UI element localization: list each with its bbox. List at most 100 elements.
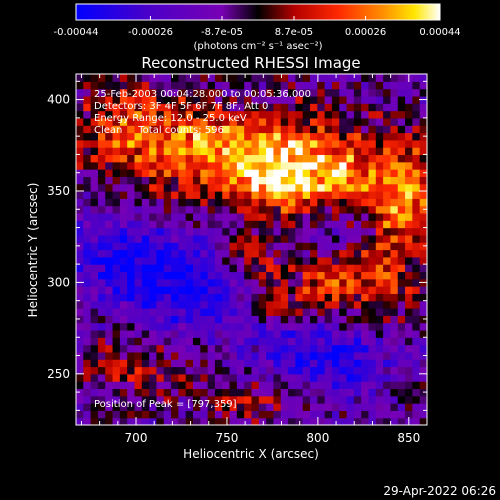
heatmap-cell bbox=[266, 125, 275, 134]
heatmap-cell bbox=[90, 351, 99, 360]
heatmap-cell bbox=[383, 95, 392, 104]
heatmap-cell bbox=[266, 264, 275, 273]
heatmap-cell bbox=[258, 344, 267, 353]
heatmap-cell bbox=[134, 315, 143, 324]
heatmap-cell bbox=[397, 256, 406, 265]
heatmap-cell bbox=[280, 88, 289, 97]
heatmap-cell bbox=[163, 81, 172, 90]
heatmap-cell bbox=[346, 161, 355, 170]
heatmap-cell bbox=[251, 366, 260, 375]
heatmap-cell bbox=[295, 176, 304, 185]
heatmap-cell bbox=[97, 293, 106, 302]
heatmap-cell bbox=[353, 322, 362, 331]
heatmap-cell bbox=[324, 103, 333, 112]
heatmap-cell bbox=[273, 293, 282, 302]
heatmap-cell bbox=[200, 329, 209, 338]
heatmap-cell bbox=[375, 176, 384, 185]
heatmap-cell bbox=[280, 117, 289, 126]
heatmap-cell bbox=[178, 264, 187, 273]
heatmap-cell bbox=[185, 169, 194, 177]
heatmap-cell bbox=[207, 139, 216, 148]
heatmap-cell bbox=[397, 169, 406, 177]
heatmap-cell bbox=[112, 147, 121, 156]
heatmap-cell bbox=[171, 191, 179, 199]
heatmap-cell bbox=[397, 95, 406, 104]
heatmap-cell bbox=[288, 410, 296, 419]
heatmap-cell bbox=[171, 103, 179, 112]
heatmap-cell bbox=[353, 183, 362, 192]
heatmap-cell bbox=[397, 183, 406, 192]
heatmap-cell bbox=[200, 176, 209, 185]
heatmap-cell bbox=[193, 410, 201, 419]
heatmap-cell bbox=[200, 169, 209, 177]
heatmap-cell bbox=[331, 271, 340, 280]
heatmap-cell bbox=[251, 388, 260, 397]
heatmap-cell bbox=[90, 183, 99, 192]
heatmap-cell bbox=[397, 278, 406, 287]
heatmap-cell bbox=[178, 344, 187, 353]
heatmap-cell bbox=[346, 359, 355, 368]
heatmap-cell bbox=[419, 359, 427, 368]
heatmap-cell bbox=[193, 403, 201, 411]
heatmap-cell bbox=[375, 205, 384, 214]
heatmap-cell bbox=[266, 351, 275, 360]
heatmap-cell bbox=[324, 220, 333, 229]
heatmap-cell bbox=[288, 161, 296, 170]
heatmap-cell bbox=[141, 373, 150, 382]
heatmap-cell bbox=[353, 337, 362, 346]
heatmap-cell bbox=[412, 278, 421, 287]
heatmap-cell bbox=[200, 88, 209, 97]
heatmap-cell bbox=[361, 183, 370, 192]
heatmap-cell bbox=[229, 256, 238, 265]
heatmap-cell bbox=[222, 366, 231, 375]
heatmap-cell bbox=[185, 81, 194, 90]
heatmap-cell bbox=[273, 183, 282, 192]
heatmap-cell bbox=[200, 183, 209, 192]
heatmap-cell bbox=[383, 395, 392, 404]
heatmap-cell bbox=[236, 227, 245, 236]
heatmap-cell bbox=[200, 315, 209, 324]
heatmap-cell bbox=[412, 161, 421, 170]
heatmap-cell bbox=[353, 242, 362, 251]
heatmap-cell bbox=[397, 293, 406, 302]
heatmap-cell bbox=[83, 95, 92, 104]
heatmap-cell bbox=[346, 395, 355, 404]
heatmap-cell bbox=[280, 154, 289, 163]
heatmap-cell bbox=[119, 103, 128, 112]
heatmap-cell bbox=[266, 117, 275, 126]
heatmap-cell bbox=[156, 417, 165, 425]
heatmap-cell bbox=[368, 410, 377, 419]
heatmap-cell bbox=[353, 395, 362, 404]
heatmap-cell bbox=[302, 220, 311, 229]
heatmap-cell bbox=[273, 81, 282, 90]
heatmap-cell bbox=[412, 169, 421, 177]
heatmap-cell bbox=[280, 103, 289, 112]
heatmap-cell bbox=[419, 88, 427, 97]
heatmap-cell bbox=[171, 234, 179, 243]
heatmap-cell bbox=[119, 417, 128, 425]
heatmap-cell bbox=[295, 81, 304, 90]
heatmap-cell bbox=[105, 95, 114, 104]
heatmap-cell bbox=[331, 183, 340, 192]
heatmap-cell bbox=[324, 403, 333, 411]
heatmap-cell bbox=[375, 351, 384, 360]
heatmap-cell bbox=[361, 322, 370, 331]
heatmap-cell bbox=[383, 212, 392, 221]
heatmap-cell bbox=[412, 242, 421, 251]
heatmap-cell bbox=[331, 278, 340, 287]
heatmap-cell bbox=[141, 169, 150, 177]
heatmap-cell bbox=[97, 95, 106, 104]
heatmap-cell bbox=[83, 337, 92, 346]
heatmap-cell bbox=[229, 154, 238, 163]
heatmap-cell bbox=[280, 410, 289, 419]
heatmap-cell bbox=[127, 366, 136, 375]
heatmap-cell bbox=[324, 212, 333, 221]
colorbar-tick-label: 8.7e-05 bbox=[275, 27, 313, 38]
heatmap-cell bbox=[339, 359, 348, 368]
heatmap-cell bbox=[214, 234, 223, 243]
heatmap-cell bbox=[419, 249, 427, 258]
heatmap-cell bbox=[163, 293, 172, 302]
heatmap-cell bbox=[193, 293, 201, 302]
heatmap-cell bbox=[375, 322, 384, 331]
heatmap-cell bbox=[288, 242, 296, 251]
